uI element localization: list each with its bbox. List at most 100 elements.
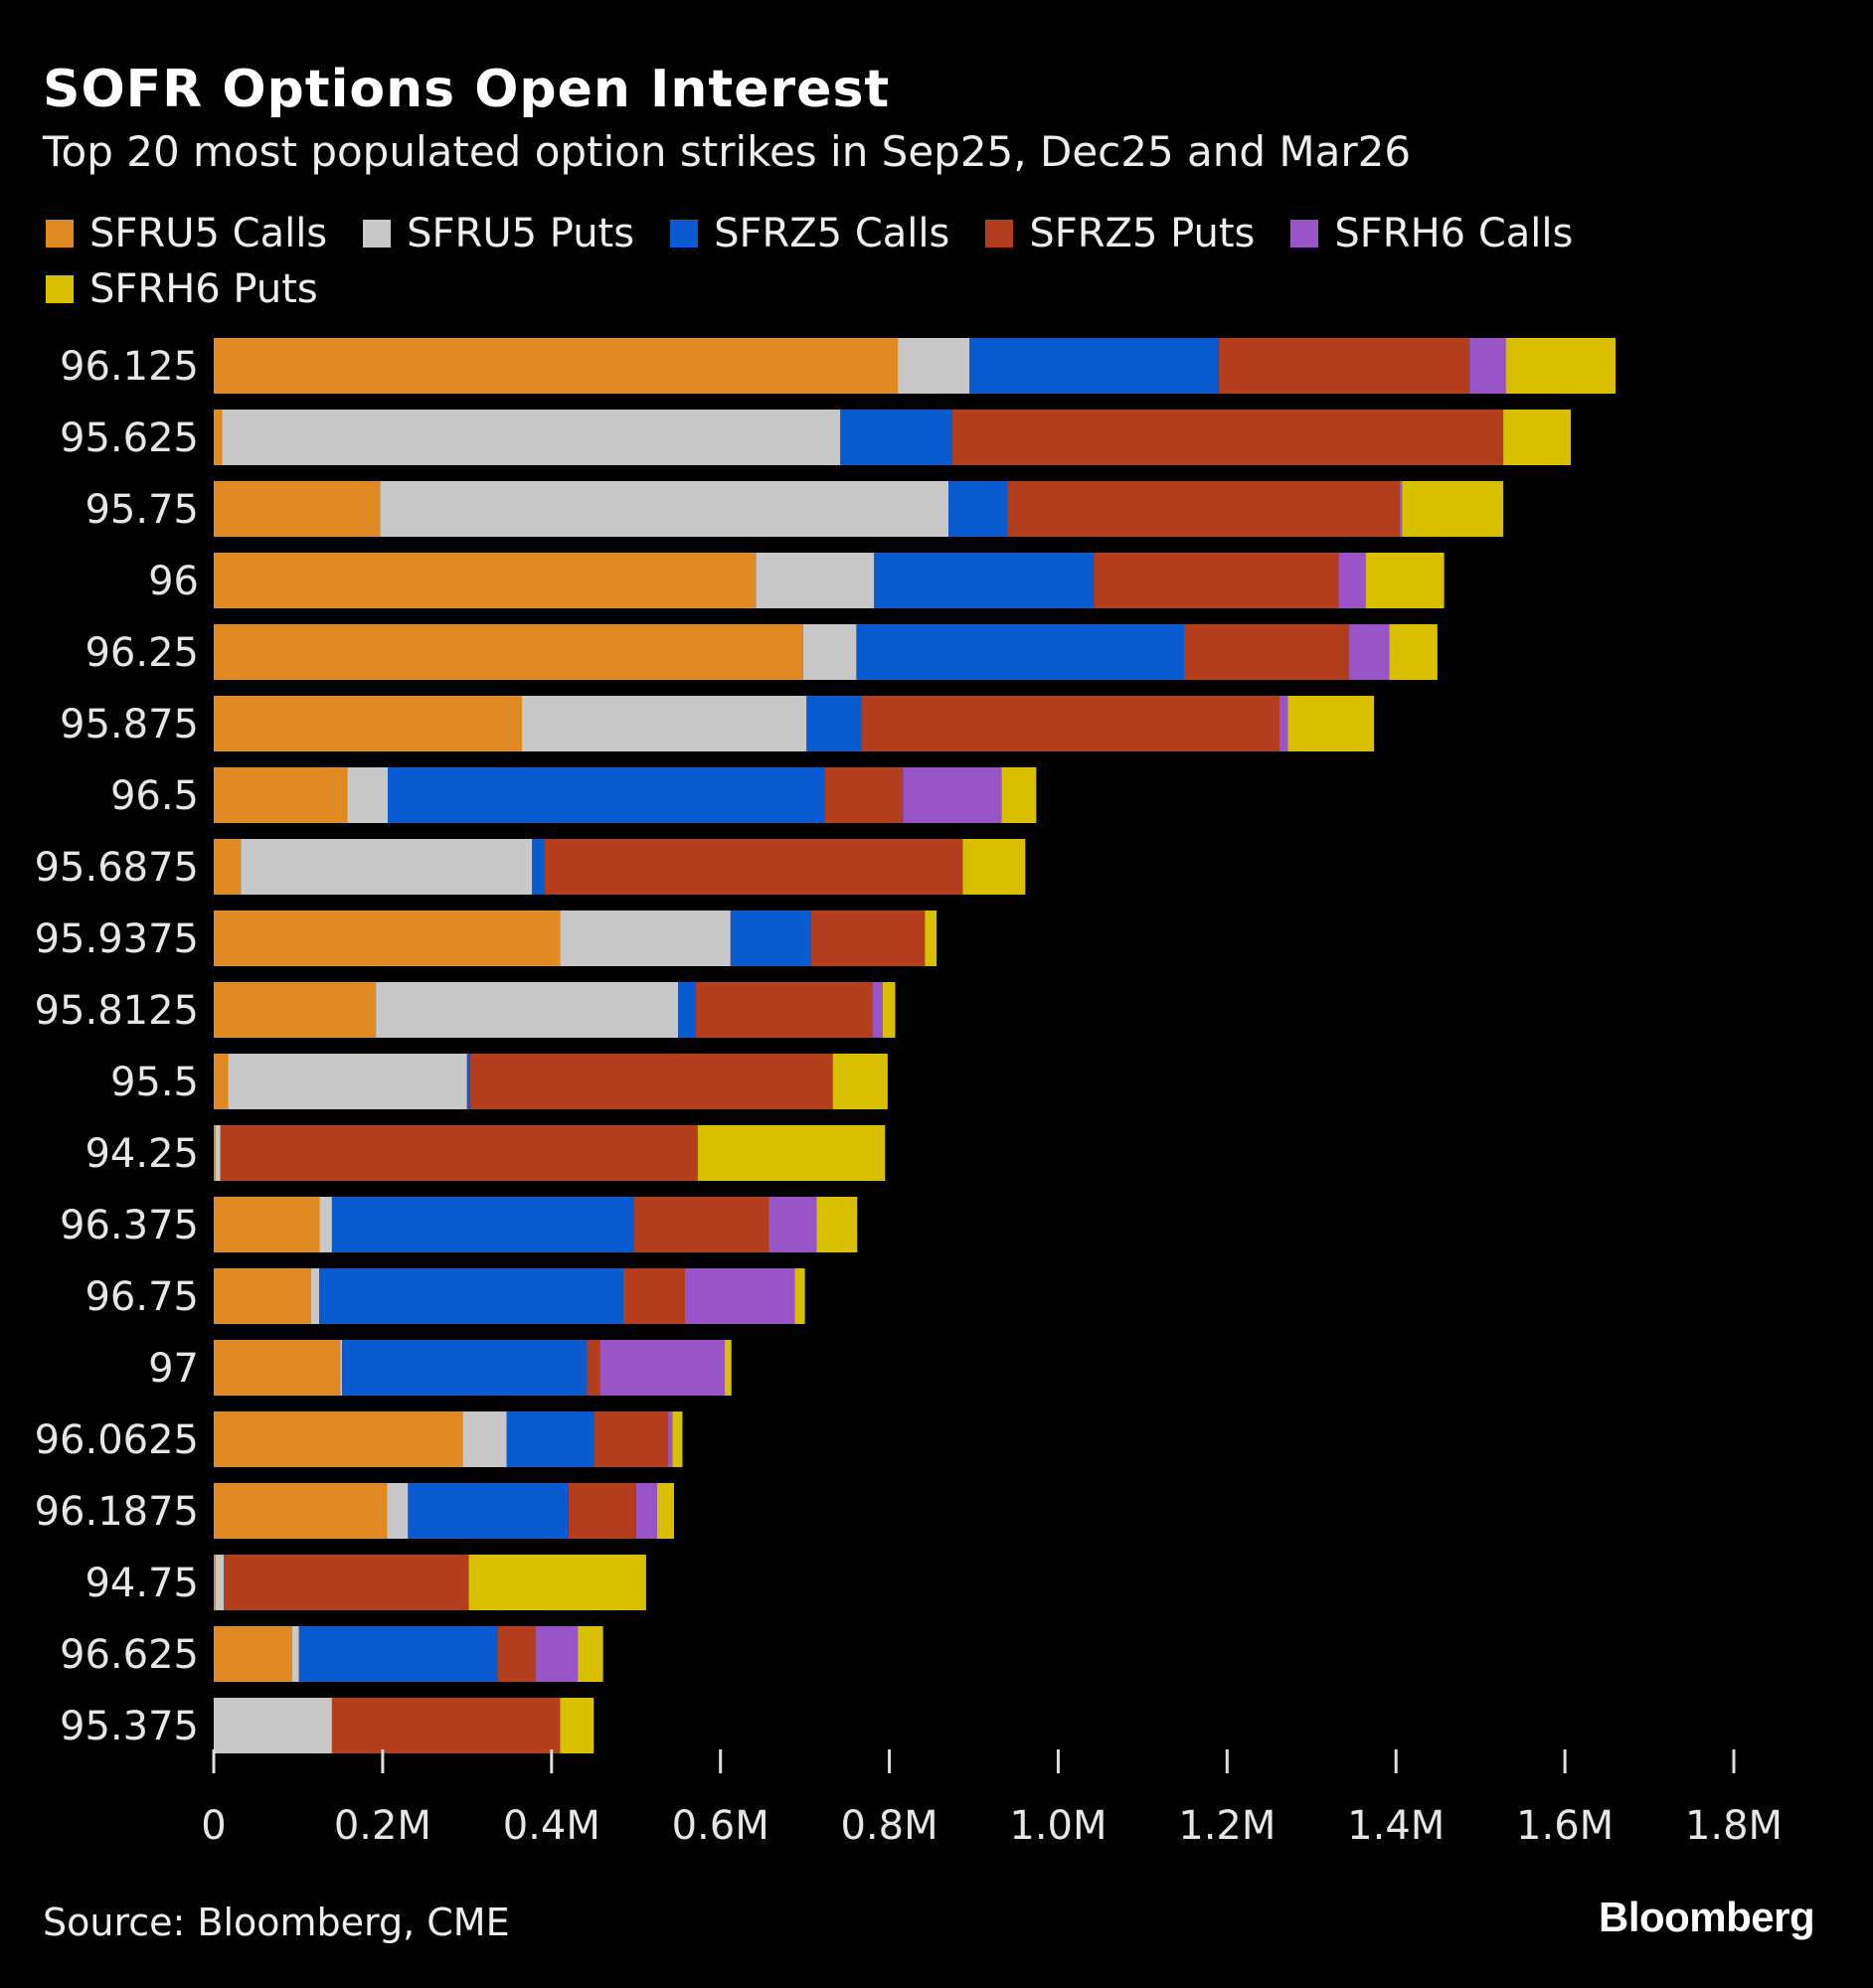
x-tick-label: 0.8M xyxy=(840,1803,937,1849)
bar-segment xyxy=(331,1197,634,1252)
chart-title: SOFR Options Open Interest xyxy=(43,60,891,119)
legend-item: SFRZ5 Calls xyxy=(670,211,949,256)
bar-segment xyxy=(214,911,561,966)
legend-item: SFRU5 Calls xyxy=(46,211,327,256)
bar-segment xyxy=(310,1268,320,1324)
category-label: 96.125 xyxy=(60,344,199,390)
category-label: 95.875 xyxy=(60,702,199,747)
bar-segment xyxy=(768,1197,817,1252)
bar-segment xyxy=(969,338,1219,394)
legend-item: SFRZ5 Puts xyxy=(985,211,1256,256)
bar-segment xyxy=(319,1268,623,1324)
bar-segment xyxy=(214,1626,292,1682)
bar-segment xyxy=(1389,624,1438,680)
bar-segment xyxy=(656,1483,674,1539)
legend-swatch xyxy=(46,220,74,248)
bar-segment xyxy=(794,1268,805,1324)
bar-segment xyxy=(695,982,873,1038)
bar-segment xyxy=(380,481,949,537)
bar-segment xyxy=(340,1340,343,1396)
bar-segment xyxy=(214,624,803,680)
bar-segment xyxy=(214,1483,388,1539)
bar-segment xyxy=(951,410,1504,465)
x-tick-label: 1.0M xyxy=(1009,1803,1107,1849)
x-tick-label: 0 xyxy=(201,1803,226,1849)
bar-segment xyxy=(214,553,757,608)
bar-segment xyxy=(522,696,807,751)
category-label: 95.75 xyxy=(85,487,199,533)
bar-segment xyxy=(810,911,926,966)
bar-segment xyxy=(1287,696,1375,751)
bar-segment xyxy=(882,982,896,1038)
bar-segment xyxy=(697,1125,886,1181)
category-label: 94.25 xyxy=(85,1131,199,1177)
category-label: 95.375 xyxy=(60,1704,199,1749)
bar-segment xyxy=(872,982,883,1038)
bar-segment xyxy=(214,839,242,895)
x-tick-label: 1.8M xyxy=(1685,1803,1783,1849)
category-label: 97 xyxy=(148,1346,199,1392)
bar-segment xyxy=(241,839,533,895)
bar-segment xyxy=(342,1340,588,1396)
bar-segment xyxy=(214,481,381,537)
bar-segment xyxy=(635,1483,657,1539)
bar-segment xyxy=(214,410,223,465)
bar-segment xyxy=(376,982,679,1038)
bar-segment xyxy=(291,1626,299,1682)
bar-segment xyxy=(535,1626,579,1682)
category-label: 94.75 xyxy=(85,1561,199,1606)
category-label: 96 xyxy=(148,559,199,604)
bar-segment xyxy=(214,1197,320,1252)
bar-segment xyxy=(1184,624,1349,680)
legend-label: SFRZ5 Puts xyxy=(1029,211,1256,256)
bar-segment xyxy=(319,1197,332,1252)
legend-swatch xyxy=(363,220,392,248)
category-label: 96.0625 xyxy=(35,1417,199,1463)
x-tick-label: 1.6M xyxy=(1516,1803,1614,1849)
bar-segment xyxy=(497,1626,536,1682)
legend-swatch xyxy=(46,275,74,303)
bar-segment xyxy=(214,982,377,1038)
bar-segment xyxy=(228,1054,467,1109)
bar-segment xyxy=(1348,624,1390,680)
bar-segment xyxy=(832,1054,888,1109)
bar-segment xyxy=(214,338,899,394)
bar-segment xyxy=(387,1483,409,1539)
x-tick-label: 1.2M xyxy=(1178,1803,1276,1849)
bar-segment xyxy=(1402,481,1504,537)
bar-segment xyxy=(1218,338,1470,394)
bar-segment xyxy=(668,1411,673,1467)
bar-segment xyxy=(347,767,388,823)
bar-segment xyxy=(633,1197,769,1252)
bar-segment xyxy=(560,911,731,966)
bar-segment xyxy=(215,1555,225,1610)
bar-segment xyxy=(861,696,1279,751)
x-tick-label: 0.6M xyxy=(672,1803,769,1849)
bar-segment xyxy=(462,1411,507,1467)
bar-segment xyxy=(331,1698,561,1753)
bar-segment xyxy=(806,696,862,751)
source-note: Source: Bloomberg, CME xyxy=(43,1901,510,1944)
x-tick-label: 0.2M xyxy=(334,1803,431,1849)
bar-segment xyxy=(802,624,857,680)
bar-segment xyxy=(1503,410,1572,465)
bar-segment xyxy=(214,1268,311,1324)
chart-subtitle: Top 20 most populated option strikes in … xyxy=(43,127,1412,176)
category-label: 96.75 xyxy=(85,1274,199,1320)
bar-segment xyxy=(724,1340,732,1396)
bar-segment xyxy=(214,1698,332,1753)
bar-segment xyxy=(816,1197,858,1252)
category-label: 95.625 xyxy=(60,415,199,461)
bar-segment xyxy=(1007,481,1400,537)
bar-segment xyxy=(560,1698,595,1753)
bar-segment xyxy=(214,1125,216,1181)
category-label: 95.9375 xyxy=(35,916,199,962)
bar-segment xyxy=(622,1268,685,1324)
bar-segment xyxy=(469,1054,833,1109)
bar-segment xyxy=(222,410,841,465)
category-label: 95.5 xyxy=(110,1060,199,1105)
bar-segment xyxy=(856,624,1185,680)
bar-segment xyxy=(1469,338,1506,394)
category-label: 96.625 xyxy=(60,1632,199,1678)
bar-segment xyxy=(587,1340,600,1396)
